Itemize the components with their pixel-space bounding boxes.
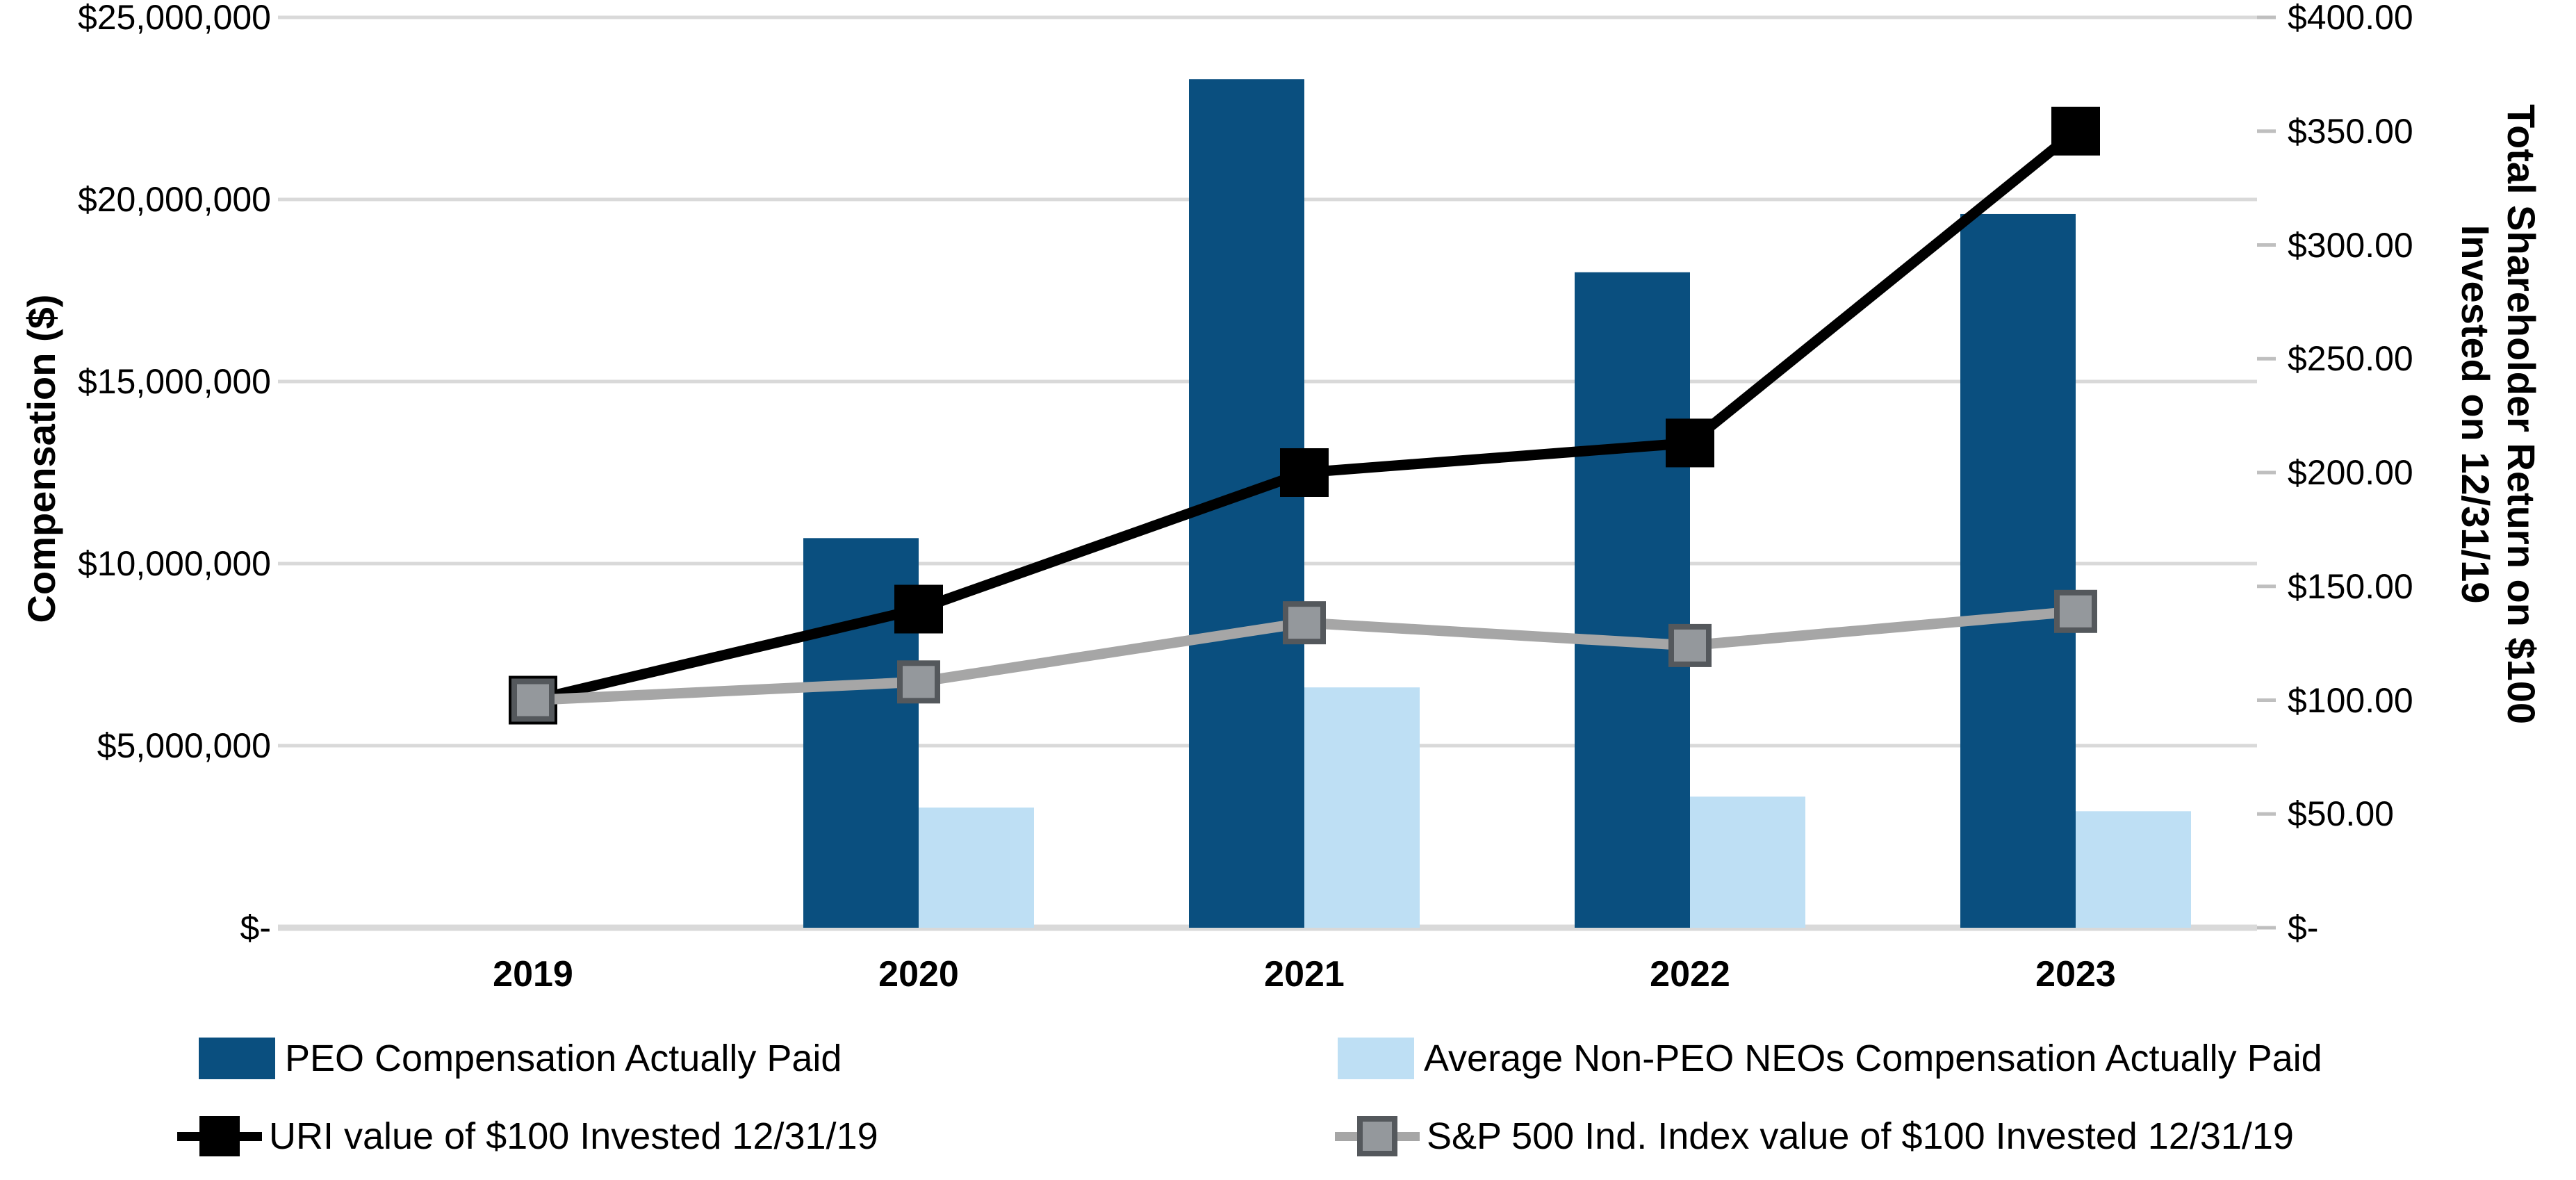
uri-marker-2023 [2051, 106, 2100, 156]
right-axis-title-line2: Invested on 12/31/19 [2454, 224, 2497, 604]
right-axis-title-line1: Total Shareholder Return on $100 [2500, 104, 2543, 725]
left-axis-tick-4: $5,000,000 [97, 726, 271, 765]
uri-marker-2022 [1666, 418, 1714, 468]
legend-item-peo-compensation: PEO Compensation Actually Paid [199, 1034, 842, 1083]
right-axis-tick-1: $350.00 [2288, 111, 2413, 151]
x-axis-label-2021: 2021 [1264, 954, 1345, 994]
left-axis-tick-2: $15,000,000 [77, 362, 271, 401]
legend-item-sp500-industrials-tsr: S&P 500 Ind. Index value of $100 Investe… [1335, 1112, 2294, 1161]
legend-label-sp500: S&P 500 Ind. Index value of $100 Investe… [1427, 1115, 2294, 1157]
right-axis-tick-3: $250.00 [2288, 339, 2413, 379]
x-axis-label-2020: 2020 [878, 954, 959, 994]
legend-label-peo: PEO Compensation Actually Paid [285, 1038, 842, 1079]
uri-marker-2020 [894, 584, 943, 634]
uri-line-marker-icon [177, 1113, 262, 1159]
left-axis-tick-0: $25,000,000 [77, 0, 271, 37]
bar-nonpeo-2023 [2076, 811, 2191, 928]
bar-peo-2023 [1960, 213, 2076, 928]
sp500-line-marker-icon [1335, 1113, 1420, 1159]
right-axis-tick-7: $50.00 [2288, 794, 2394, 834]
legend-label-nonpeo: Average Non-PEO NEOs Compensation Actual… [1424, 1038, 2322, 1079]
nonpeo-bar-swatch-icon [1338, 1038, 1414, 1079]
bar-nonpeo-2022 [1690, 796, 1805, 928]
right-axis-tick-0: $400.00 [2288, 0, 2413, 37]
right-axis-tick-8: $- [2288, 908, 2319, 947]
bar-nonpeo-2021 [1304, 687, 1420, 928]
sp500-marker-2019 [511, 678, 555, 722]
uri-marker-2021 [1280, 448, 1329, 497]
left-axis-tick-1: $20,000,000 [77, 180, 271, 219]
right-axis-tick-5: $150.00 [2288, 566, 2413, 606]
right-axis-tick-4: $200.00 [2288, 453, 2413, 492]
sp500-marker-2021 [1283, 601, 1326, 645]
x-axis-label-2023: 2023 [2035, 954, 2116, 994]
left-axis-tick-5: $- [240, 908, 271, 947]
sp500-marker-2023 [2054, 589, 2097, 633]
left-axis-tick-3: $10,000,000 [77, 544, 271, 583]
peo-bar-swatch-icon [199, 1038, 275, 1079]
left-axis-title: Compensation ($) [19, 294, 63, 623]
right-axis-tick-6: $100.00 [2288, 680, 2413, 720]
legend-item-uri-tsr: URI value of $100 Invested 12/31/19 [177, 1112, 878, 1161]
sp500-marker-2022 [1668, 623, 1712, 667]
x-axis-label-2022: 2022 [1650, 954, 1730, 994]
right-axis-title: Total Shareholder Return on $100 Investe… [2452, 0, 2544, 831]
legend-label-uri: URI value of $100 Invested 12/31/19 [269, 1115, 878, 1157]
x-axis-label-2019: 2019 [493, 954, 573, 994]
legend-item-nonpeo-compensation: Average Non-PEO NEOs Compensation Actual… [1338, 1034, 2322, 1083]
bar-nonpeo-2020 [919, 808, 1034, 928]
bar-peo-2022 [1575, 272, 1690, 928]
sp500-marker-2020 [897, 660, 940, 704]
right-axis-tick-2: $300.00 [2288, 225, 2413, 265]
